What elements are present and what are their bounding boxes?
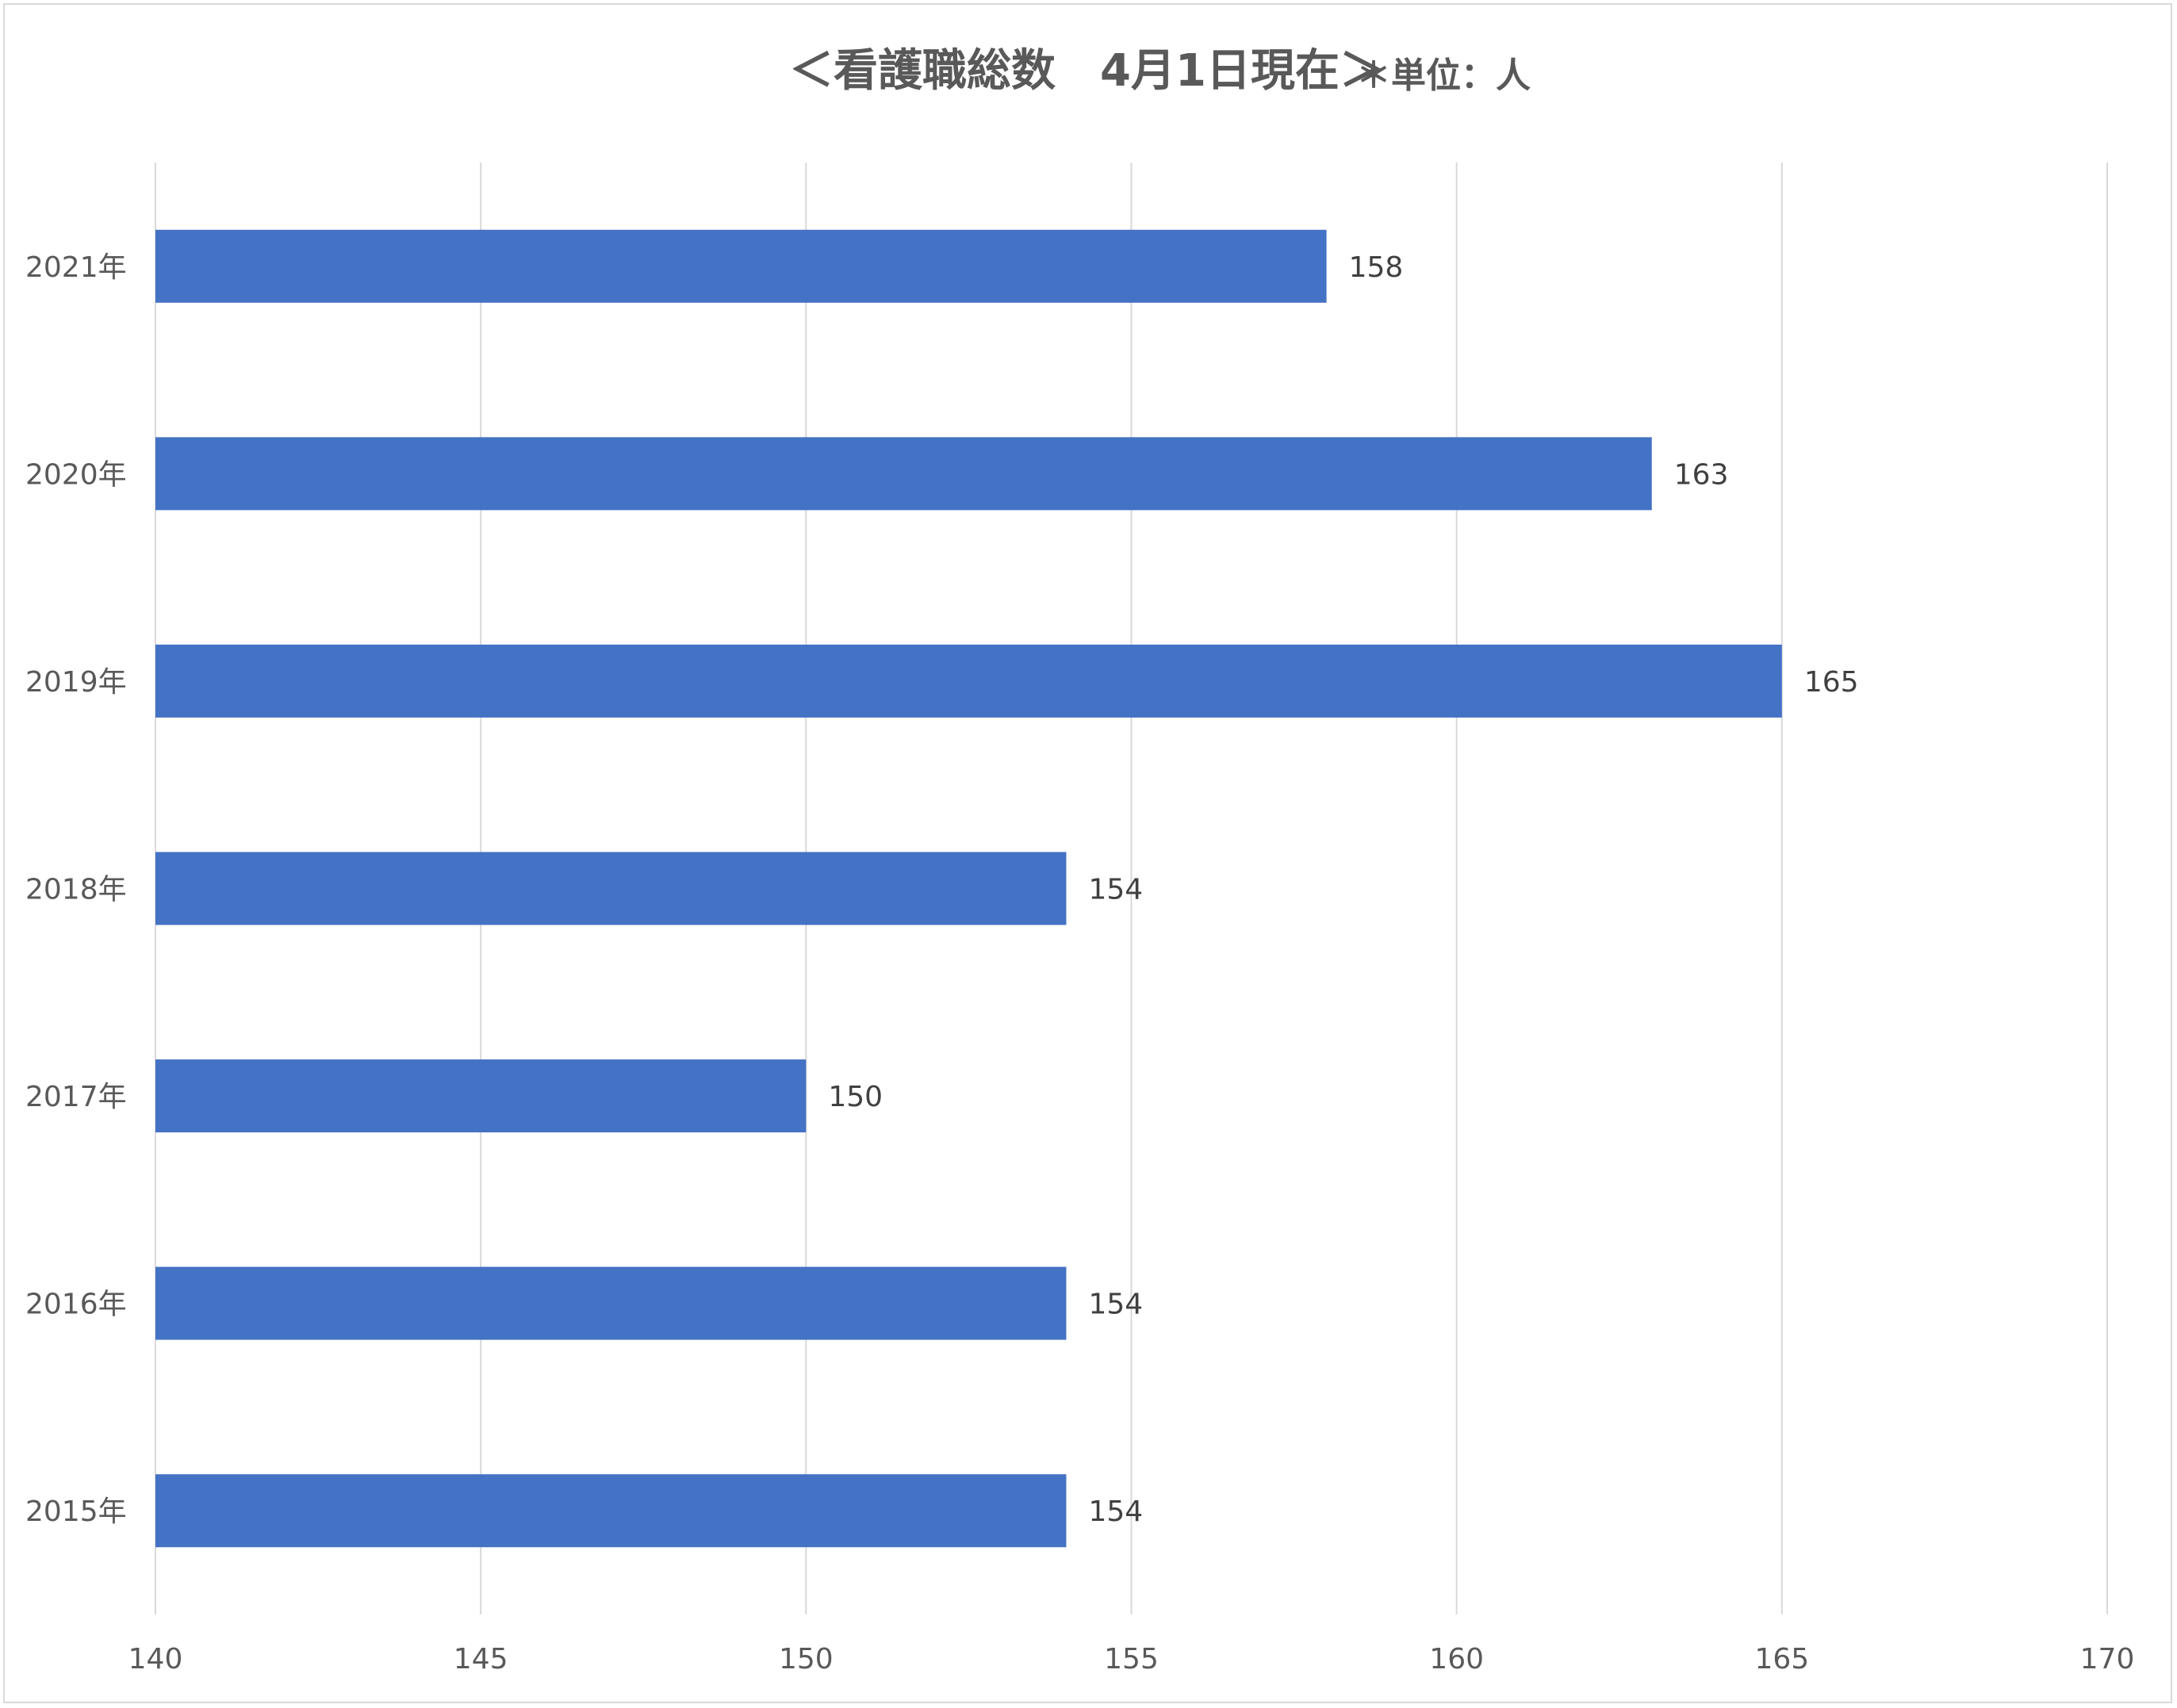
category-label-2017年: 2017年 <box>25 1081 127 1113</box>
bar-2018年 <box>155 852 1067 925</box>
data-label-2020年: 163 <box>1674 458 1729 491</box>
data-label-2018年: 154 <box>1088 874 1143 906</box>
x-tick-label-155: 155 <box>1104 1643 1159 1675</box>
chart-title: ＜看護職総数 4月1日現在＞ <box>789 45 1384 97</box>
data-label-2019年: 165 <box>1804 666 1859 699</box>
data-label-2016年: 154 <box>1088 1289 1143 1321</box>
data-label-2021年: 158 <box>1349 251 1404 284</box>
x-tick-label-170: 170 <box>2080 1643 2135 1675</box>
bar-2019年 <box>155 644 1782 718</box>
x-tick-label-160: 160 <box>1429 1643 1484 1675</box>
x-tick-label-150: 150 <box>779 1643 834 1675</box>
bar-2020年 <box>155 437 1652 511</box>
bar-2017年 <box>155 1059 807 1133</box>
bar-2015年 <box>155 1474 1067 1548</box>
data-labels: 158 163 165 154 150 154 154 <box>828 251 1858 1528</box>
data-label-2017年: 150 <box>828 1081 883 1113</box>
x-tick-label-165: 165 <box>1754 1643 1809 1675</box>
bars <box>155 229 1782 1548</box>
bar-2021年 <box>155 229 1327 303</box>
x-tick-labels: 140 145 150 155 160 165 170 <box>128 1643 2135 1675</box>
x-tick-label-145: 145 <box>454 1643 508 1675</box>
category-label-2021年: 2021年 <box>25 251 127 284</box>
gridlines <box>155 163 2108 1614</box>
x-tick-label-140: 140 <box>128 1643 183 1675</box>
category-label-2020年: 2020年 <box>25 458 127 491</box>
bar-2016年 <box>155 1266 1067 1340</box>
category-label-2018年: 2018年 <box>25 874 127 906</box>
category-label-2019年: 2019年 <box>25 666 127 699</box>
category-label-2015年: 2015年 <box>25 1495 127 1528</box>
unit-note: ＊単位：人 <box>1356 56 1531 96</box>
category-labels: 2021年 2020年 2019年 2018年 2017年 2016年 2015年 <box>25 251 127 1528</box>
data-label-2015年: 154 <box>1088 1495 1143 1528</box>
category-label-2016年: 2016年 <box>25 1289 127 1321</box>
